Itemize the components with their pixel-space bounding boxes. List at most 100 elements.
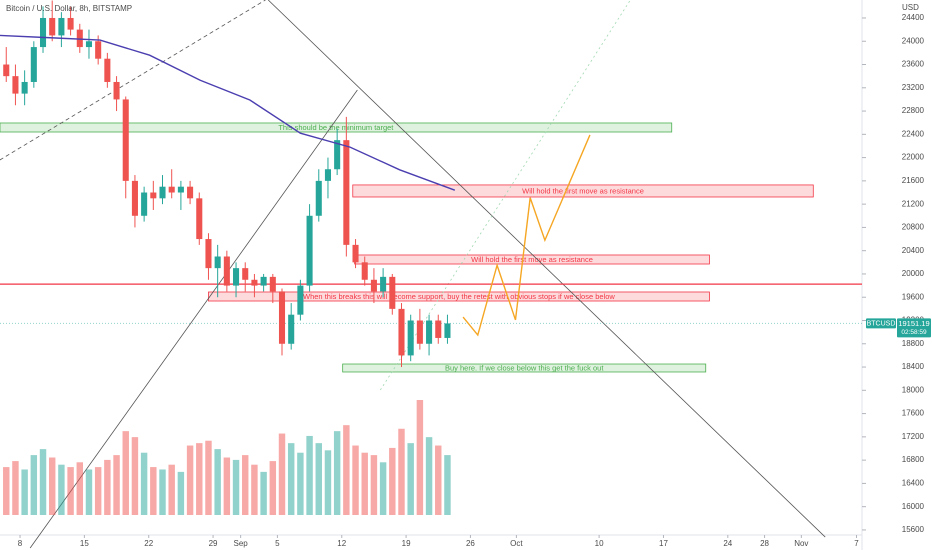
plot [0, 0, 591, 515]
annotation-text: Will hold the first move as resistance [471, 255, 593, 264]
trend-line [29, 89, 358, 549]
volume-bar [30, 455, 38, 515]
volume-bar [168, 464, 175, 515]
candle-body [95, 41, 102, 59]
price-axis [862, 0, 932, 550]
volume-bar [315, 443, 322, 515]
candle-body [343, 140, 350, 245]
volume-bar [67, 467, 74, 515]
volume-bar [76, 462, 84, 515]
volume-bar [85, 469, 93, 515]
y-tick-label: 24000 [902, 36, 925, 45]
candle-body [150, 192, 157, 199]
y-tick-label: 18000 [902, 385, 925, 394]
candle-body [141, 192, 148, 216]
candle-body [122, 99, 129, 181]
candle-body [315, 180, 322, 216]
y-tick-label: 22000 [902, 153, 925, 162]
overlay-line [0, 34, 456, 191]
y-tick-label: 18800 [902, 339, 925, 348]
trend-line [267, 0, 826, 538]
volume-bar [361, 452, 368, 515]
volume-bar [407, 443, 414, 515]
y-tick-label: 20000 [902, 269, 925, 278]
candle-body [407, 320, 414, 356]
volume-bar [398, 428, 405, 515]
chart-title: Bitcoin / U.S. Dollar, 8h, BITSTAMP [6, 4, 132, 13]
candle-body [233, 268, 240, 286]
overlay-line [462, 134, 591, 337]
x-tick-label: 15 [80, 539, 89, 548]
volume-bar [3, 467, 10, 515]
candle-body [242, 268, 249, 280]
currency: USD [902, 3, 919, 12]
candle-body [168, 186, 175, 193]
volume-bar [333, 431, 341, 515]
x-tick-label: 7 [854, 539, 859, 548]
volume-bar [113, 455, 120, 515]
volume-bar [150, 467, 157, 515]
candle-body [39, 17, 47, 48]
candle-body [58, 17, 65, 36]
volume-bar [242, 455, 249, 515]
candle-body [306, 215, 313, 286]
candle-body [205, 239, 212, 269]
volume-bar [435, 445, 442, 515]
countdown: 02:58:59 [901, 329, 927, 336]
trend-line [380, 0, 631, 391]
volume-bar [425, 437, 433, 515]
candle-body [297, 285, 304, 315]
candle-body [177, 186, 184, 193]
candle-body [380, 276, 387, 292]
x-tick-label: 29 [209, 539, 218, 548]
volume-bar [370, 455, 378, 515]
y-tick-label: 22400 [902, 129, 925, 138]
candle-body [30, 47, 37, 82]
x-tick-label: 8 [18, 539, 23, 548]
volume-bar [159, 469, 166, 515]
volume-bar [177, 471, 185, 515]
volume-bar [251, 464, 258, 515]
volume-bar [223, 457, 231, 515]
y-tick-label: 17200 [902, 432, 925, 441]
candle-body [444, 323, 451, 338]
y-tick-label: 17600 [902, 409, 925, 418]
y-tick-label: 23600 [902, 60, 925, 69]
trend-line [0, 0, 266, 161]
x-tick-label: 24 [723, 539, 732, 548]
candle-body [214, 256, 221, 269]
volume-bar [444, 455, 451, 515]
volume-bar [379, 462, 387, 515]
volume-bar [297, 452, 304, 515]
annotation-text: Will hold the first move as resistance [522, 186, 644, 195]
volume-bar [343, 425, 350, 515]
candle-body [21, 81, 28, 94]
candle-body [49, 17, 56, 36]
candle-body [187, 186, 194, 199]
y-tick-label: 24400 [902, 13, 925, 22]
y-tick-label: 20800 [902, 223, 925, 232]
y-tick-label: 18400 [902, 362, 925, 371]
annotation-box [342, 363, 707, 373]
volume-bar [278, 433, 286, 515]
candle-body [269, 276, 276, 292]
symbol-tag-bg [866, 318, 896, 329]
annotation-box [352, 184, 814, 198]
candle-body [260, 276, 267, 286]
y-tick-label: 22800 [902, 106, 925, 115]
volume-bar [352, 445, 359, 515]
candle-body [223, 256, 230, 286]
candle-body [159, 186, 166, 199]
price-tag: 19151.19 [898, 319, 929, 328]
y-tick-label: 16000 [902, 502, 925, 511]
candle-body [416, 320, 423, 344]
candle-body [288, 314, 295, 344]
volume-bar [324, 450, 332, 515]
volume-bar [131, 437, 139, 515]
volume-bar [39, 449, 47, 515]
volume-bar [94, 467, 102, 515]
volume-bar [196, 443, 203, 515]
volume-bar [58, 464, 65, 515]
